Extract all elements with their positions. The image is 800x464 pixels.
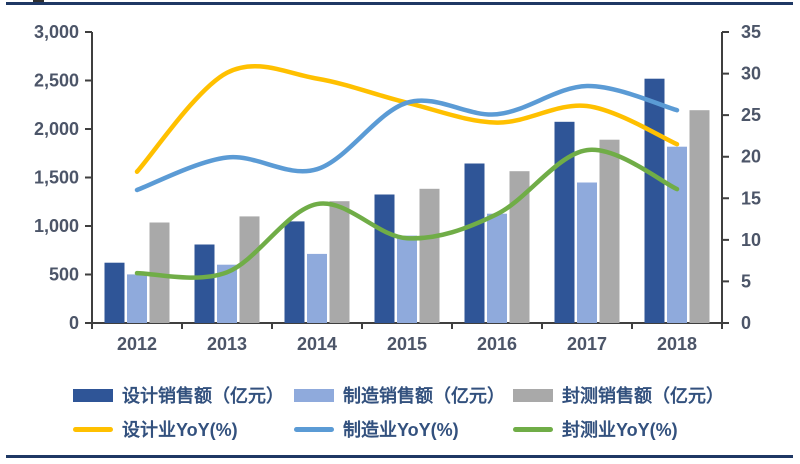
legend-label-design-yoy: 设计业YoY(%): [122, 420, 238, 440]
legend-item-mfg-yoy: 制造业YoY(%): [294, 417, 459, 441]
bar-pkg-sales-2017: [599, 139, 620, 323]
bar-design-sales-2013: [194, 244, 215, 323]
left-axis-tick-label: 3,000: [34, 22, 79, 42]
legend-label-pkg-yoy: 封测业YoY(%): [562, 420, 678, 440]
bar-mfg-sales-2015: [397, 235, 417, 323]
legend-swatch-mfg-yoy: [294, 426, 334, 432]
bar-pkg-sales-2013: [239, 216, 260, 323]
bar-design-sales-2018: [644, 78, 665, 323]
bar-design-sales-2014: [284, 221, 305, 323]
line-design-yoy: [134, 63, 680, 174]
right-axis: [721, 31, 729, 324]
bar-mfg-sales-2018: [667, 146, 687, 323]
x-axis-year-label: 2013: [207, 334, 247, 354]
bar-pkg-sales-2015: [419, 188, 440, 323]
legend-item-pkg-sales: 封测销售额（亿元）: [513, 383, 724, 407]
legend-item-pkg-yoy: 封测业YoY(%): [513, 417, 678, 441]
legend-swatch-design-yoy: [73, 426, 113, 432]
legend-label-mfg-sales: 制造销售额（亿元）: [343, 386, 505, 406]
legend-swatch-pkg-sales: [513, 388, 553, 402]
left-axis-tick-label: 1,500: [34, 168, 79, 188]
right-axis-tick-label: 0: [741, 313, 751, 333]
left-axis: [85, 31, 93, 324]
bar-design-sales-2012: [104, 262, 125, 323]
right-axis-tick-label: 25: [741, 105, 761, 125]
x-axis-year-label: 2012: [117, 334, 157, 354]
bar-mfg-sales-2013: [217, 264, 237, 323]
bar-pkg-sales-2016: [509, 171, 530, 323]
bar-design-sales-2017: [554, 121, 575, 323]
x-axis: [91, 322, 723, 329]
x-axis-year-label: 2016: [477, 334, 517, 354]
left-axis-tick-label: 1,000: [34, 216, 79, 236]
legend-item-design-sales: 设计销售额（亿元）: [73, 383, 284, 407]
bar-pkg-sales-2018: [689, 110, 710, 323]
bar-mfg-sales-2017: [577, 182, 597, 323]
left-axis-tick-label: 2,500: [34, 71, 79, 91]
legend-label-pkg-sales: 封测销售额（亿元）: [562, 386, 724, 406]
x-axis-year-label: 2018: [657, 334, 697, 354]
legend-item-design-yoy: 设计业YoY(%): [73, 417, 238, 441]
right-axis-tick-label: 20: [741, 147, 761, 167]
bar-pkg-sales-2012: [149, 222, 170, 323]
legend-swatch-pkg-yoy: [513, 426, 553, 432]
left-axis-tick-label: 0: [69, 313, 79, 333]
x-axis-year-label: 2015: [387, 334, 427, 354]
line-mfg-yoy: [134, 83, 680, 193]
right-axis-tick-label: 30: [741, 64, 761, 84]
combo-chart: 0 500 1,000 1,500 2,000 2,500 3,000 0 5 10 15 20 25 3…: [34, 22, 761, 354]
legend-swatch-mfg-sales: [294, 388, 334, 402]
bar-mfg-sales-2016: [487, 213, 507, 323]
right-axis-tick-label: 15: [741, 188, 761, 208]
bar-pkg-sales-2014: [329, 201, 350, 323]
left-axis-tick-label: 500: [49, 265, 79, 285]
bar-mfg-sales-2014: [307, 253, 327, 323]
right-axis-tick-label: 35: [741, 22, 761, 42]
top-rule: [6, 2, 793, 5]
cropped-text-artifact: [33, 0, 44, 2]
legend-item-mfg-sales: 制造销售额（亿元）: [294, 383, 505, 407]
left-axis-tick-label: 2,000: [34, 119, 79, 139]
bar-design-sales-2015: [374, 194, 395, 323]
x-axis-year-label: 2014: [297, 334, 337, 354]
legend-label-mfg-yoy: 制造业YoY(%): [343, 420, 459, 440]
right-axis-tick-label: 10: [741, 230, 761, 250]
right-axis-tick-label: 5: [741, 271, 751, 291]
bar-design-sales-2016: [464, 163, 485, 323]
bar-mfg-sales-2012: [127, 274, 147, 323]
bottom-rule: [6, 455, 793, 458]
line-pkg-yoy: [134, 147, 680, 280]
legend-label-design-sales: 设计销售额（亿元）: [122, 386, 284, 406]
x-axis-year-label: 2017: [567, 334, 607, 354]
legend-swatch-design-sales: [73, 388, 113, 402]
